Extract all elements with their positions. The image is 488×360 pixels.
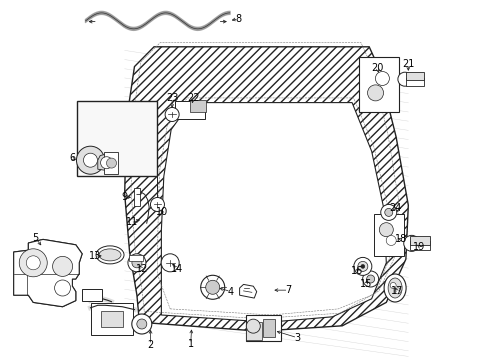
Circle shape: [200, 275, 224, 299]
Circle shape: [132, 314, 151, 334]
Text: 5: 5: [32, 233, 38, 243]
Polygon shape: [161, 103, 386, 322]
Text: 20: 20: [370, 63, 383, 73]
Circle shape: [205, 280, 219, 294]
Ellipse shape: [99, 249, 121, 261]
Text: 8: 8: [235, 14, 241, 24]
Text: 22: 22: [186, 93, 199, 103]
Circle shape: [394, 288, 400, 294]
Polygon shape: [98, 154, 113, 171]
Circle shape: [380, 204, 396, 220]
Bar: [263, 319, 274, 337]
Circle shape: [161, 254, 179, 272]
Text: 9: 9: [122, 192, 127, 202]
Bar: [373, 214, 403, 256]
Circle shape: [132, 258, 142, 268]
Bar: [77, 102, 157, 176]
Bar: [409, 236, 428, 246]
Polygon shape: [14, 239, 82, 307]
Text: 2: 2: [147, 340, 153, 350]
Circle shape: [106, 158, 116, 168]
Circle shape: [366, 275, 374, 283]
Text: 24: 24: [388, 203, 401, 213]
Text: 15: 15: [359, 279, 371, 289]
Circle shape: [150, 198, 164, 211]
Text: 6: 6: [69, 153, 75, 163]
Bar: [134, 188, 140, 206]
Ellipse shape: [96, 246, 124, 264]
Bar: [104, 152, 118, 174]
Bar: [358, 57, 398, 112]
Text: 12: 12: [135, 264, 148, 274]
Bar: [190, 100, 205, 112]
Bar: [174, 101, 204, 119]
Circle shape: [375, 72, 388, 85]
Bar: [245, 315, 280, 341]
Circle shape: [101, 157, 112, 169]
Polygon shape: [14, 239, 82, 307]
Bar: [405, 78, 423, 86]
Circle shape: [389, 283, 395, 288]
Circle shape: [55, 280, 70, 296]
Bar: [246, 322, 262, 340]
Circle shape: [386, 235, 395, 246]
Circle shape: [26, 256, 40, 270]
Circle shape: [357, 261, 367, 271]
Ellipse shape: [384, 274, 405, 302]
Circle shape: [53, 256, 72, 276]
Text: 21: 21: [401, 59, 414, 69]
Circle shape: [128, 254, 145, 272]
Text: 19: 19: [412, 242, 425, 252]
Bar: [129, 256, 142, 261]
Circle shape: [137, 319, 146, 329]
Text: 4: 4: [227, 287, 233, 297]
Text: 17: 17: [390, 286, 403, 296]
Circle shape: [76, 146, 104, 174]
Text: 18: 18: [394, 234, 407, 244]
Text: 1: 1: [187, 339, 193, 349]
Text: 23: 23: [165, 93, 178, 103]
Circle shape: [367, 85, 383, 101]
Text: 10: 10: [156, 207, 168, 217]
Bar: [409, 242, 428, 251]
Circle shape: [362, 271, 378, 287]
Circle shape: [384, 208, 392, 216]
Text: 14: 14: [170, 264, 183, 274]
Circle shape: [165, 108, 179, 121]
Bar: [102, 311, 123, 327]
Circle shape: [397, 72, 411, 86]
Bar: [82, 289, 102, 301]
Bar: [91, 303, 133, 334]
Polygon shape: [239, 284, 256, 298]
Text: 11: 11: [125, 217, 138, 228]
Ellipse shape: [387, 278, 401, 298]
Circle shape: [19, 249, 47, 277]
Text: 16: 16: [350, 266, 363, 276]
Circle shape: [360, 264, 364, 269]
Bar: [405, 72, 423, 80]
Circle shape: [403, 235, 419, 251]
Text: 3: 3: [294, 333, 300, 343]
Circle shape: [379, 223, 392, 237]
Text: 7: 7: [285, 285, 291, 295]
Circle shape: [353, 257, 371, 275]
Circle shape: [83, 153, 97, 167]
Polygon shape: [124, 47, 407, 331]
Text: 13: 13: [88, 251, 101, 261]
Circle shape: [246, 319, 260, 333]
